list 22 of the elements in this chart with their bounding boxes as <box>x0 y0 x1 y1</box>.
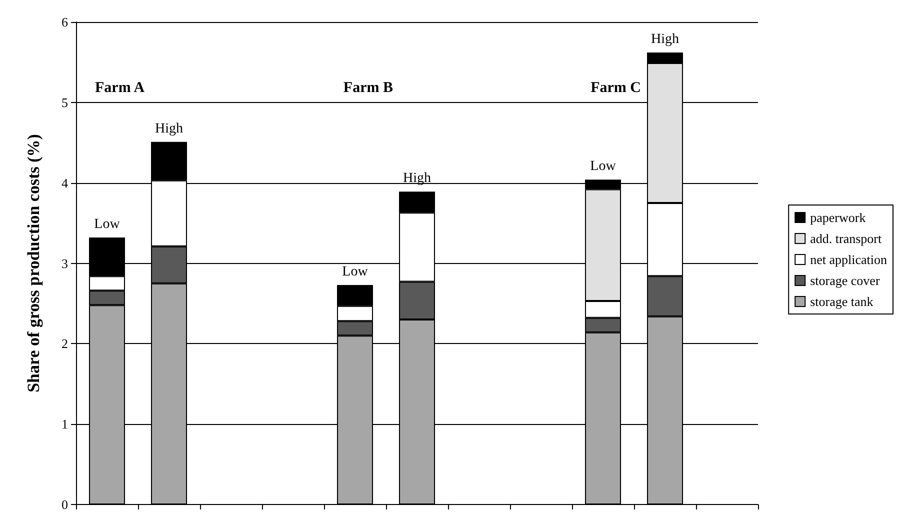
y-tick-label: 0 <box>62 497 68 512</box>
annotation: High <box>651 32 679 48</box>
annotation: Low <box>342 264 369 280</box>
annotation: High <box>403 171 431 186</box>
legend-label: paperwork <box>810 210 866 225</box>
annotation: Low <box>94 217 121 232</box>
y-tick-label: 1 <box>62 416 68 432</box>
annotation: High <box>155 121 183 136</box>
annotation: Farm B <box>343 80 394 96</box>
annotation: Farm C <box>590 80 642 96</box>
y-tick-label: 2 <box>62 336 68 352</box>
y-tick-label: 3 <box>62 256 68 271</box>
y-tick-label: 5 <box>62 94 68 110</box>
annotation: Farm A <box>95 80 145 96</box>
y-axis-title: Share of gross production costs (%) <box>24 134 43 392</box>
legend-label: storage tank <box>810 294 874 309</box>
legend-label: add. transport <box>810 231 882 246</box>
legend-label: storage cover <box>810 273 880 288</box>
legend-label: net application <box>810 252 888 267</box>
annotation: Low <box>590 159 617 174</box>
y-tick-label: 4 <box>62 175 68 190</box>
y-tick-label: 6 <box>62 14 68 30</box>
